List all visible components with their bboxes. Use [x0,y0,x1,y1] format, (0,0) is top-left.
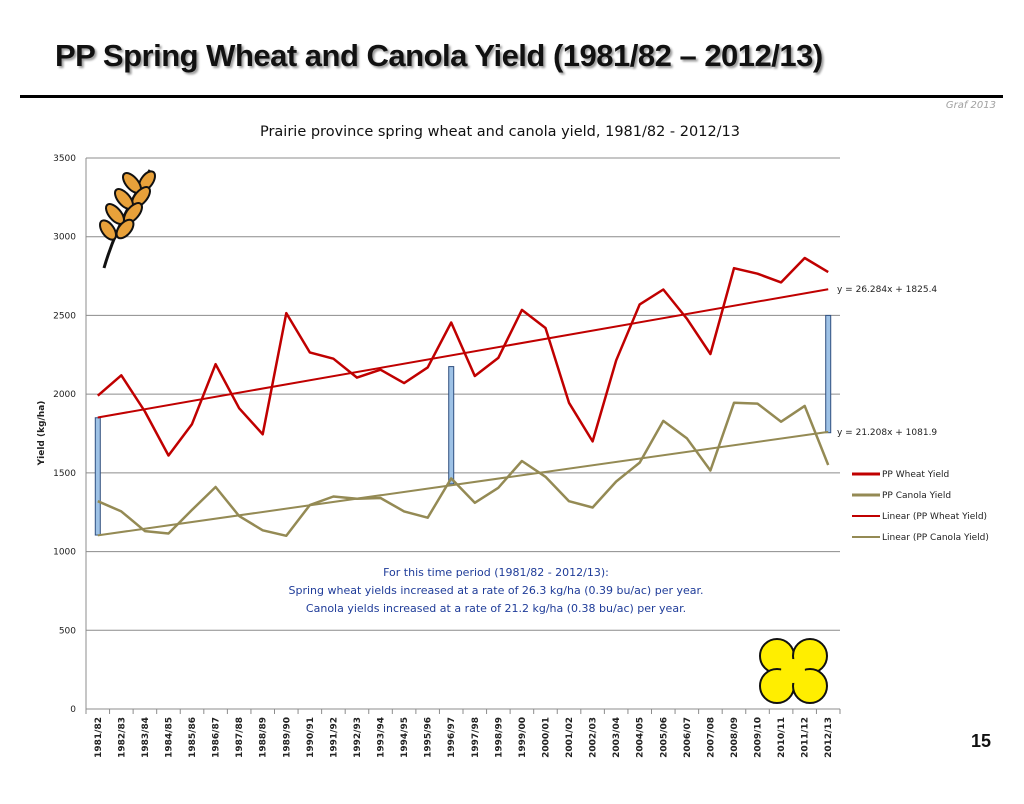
legend-label: PP Wheat Yield [882,470,949,480]
x-tick-label: 2009/10 [754,717,764,758]
series-line [97,401,830,538]
x-tick-label: 1989/90 [282,717,292,758]
x-tick-label: 2007/08 [706,717,716,758]
legend-label: Linear (PP Canola Yield) [882,533,989,543]
y-tick-label: 1500 [53,469,76,479]
y-tick-label: 3500 [53,154,76,164]
data-series [96,256,830,538]
y-tick-label: 0 [70,705,76,715]
trendline [97,430,829,537]
annotation: For this time period (1981/82 - 2012/13)… [288,566,703,615]
trend-equation: y = 21.208x + 1081.9 [837,428,937,438]
y-axis-label: Yield (kg/ha) [37,401,47,467]
x-tick-label: 2005/06 [659,717,669,758]
legend-label: Linear (PP Wheat Yield) [882,512,987,522]
page-number: 15 [970,731,991,751]
trendlines [97,288,829,537]
x-tick-label: 2002/03 [589,717,599,758]
x-tick-label: 2008/09 [730,717,740,758]
gridlines [86,157,840,631]
x-tick-label: 1982/83 [117,717,127,758]
x-tick-label: 1986/87 [212,717,222,758]
legend: PP Wheat Yield PP Canola Yield Linear (PP … [852,470,989,543]
y-tick-label: 500 [59,626,76,636]
x-tick-label: 1998/99 [494,717,504,758]
series-line [96,256,829,457]
x-tick-label: 2000/01 [541,717,551,758]
gap-bar [448,366,455,485]
axes [85,158,840,710]
y-tick-label: 2500 [53,311,76,321]
x-tick-label: 2012/13 [824,717,834,758]
annotation-line: Canola yields increased at a rate of 21.… [306,602,686,615]
gap-bar [94,417,101,536]
x-tick-label: 1994/95 [400,717,410,758]
x-tick-label: 2010/11 [777,717,787,758]
x-tick-label: 2006/07 [683,717,693,758]
x-tick-label: 2004/05 [636,717,646,758]
x-tick-label: 1987/88 [235,717,245,758]
wheat-icon [99,169,156,269]
gap-bar [825,314,832,434]
credit-label: Graf 2013 [945,100,996,111]
canola-flower-icon [759,638,828,704]
y-tick-label: 3000 [53,233,76,243]
x-tick-label: 1996/97 [447,717,457,758]
x-tick-label: 1984/85 [164,717,174,758]
legend-label: PP Canola Yield [882,491,951,501]
x-tick-label: 1981/82 [94,717,104,758]
x-tick-label: 1992/93 [353,717,363,758]
x-tick-label: 1995/96 [424,717,434,758]
y-tick-label: 2000 [53,390,76,400]
x-tick-label: 2011/12 [801,717,811,758]
x-axis-ticks: 1981/82 1982/83 1983/84 1984/85 1985/86 1986/… [85,709,841,758]
x-tick-label: 1990/91 [306,717,316,758]
trendline [97,288,829,419]
chart-title: Prairie province spring wheat and canola… [260,124,740,140]
x-tick-label: 1985/86 [188,717,198,758]
annotation-line: For this time period (1981/82 - 2012/13)… [383,566,609,579]
x-tick-label: 1997/98 [471,717,481,758]
x-tick-label: 1991/92 [329,717,339,758]
x-tick-label: 1993/94 [377,717,387,758]
x-tick-label: 1983/84 [141,717,151,758]
x-tick-label: 1988/89 [259,717,269,758]
title-divider [20,95,1003,98]
slide-title: PP Spring Wheat and Canola Yield (1981/8… [55,38,823,73]
annotation-line: Spring wheat yields increased at a rate … [288,584,703,597]
y-axis-ticks: 0 500 1000 1500 2000 2500 3000 3500 [53,154,76,715]
y-tick-label: 1000 [53,548,76,558]
x-tick-label: 2003/04 [612,717,622,758]
x-tick-label: 1999/00 [518,717,528,758]
trend-equation: y = 26.284x + 1825.4 [837,285,937,295]
trend-equations: y = 26.284x + 1825.4 y = 21.208x + 1081.9 [837,285,937,438]
x-tick-label: 2001/02 [565,717,575,758]
